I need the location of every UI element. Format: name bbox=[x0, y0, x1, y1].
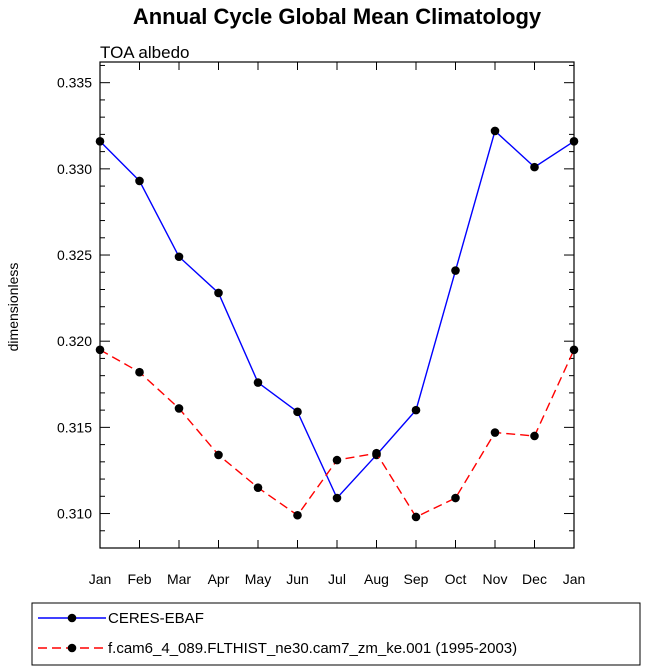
x-tick-label: Nov bbox=[483, 571, 508, 587]
x-tick-label: Jun bbox=[286, 571, 309, 587]
series-1-point bbox=[332, 493, 342, 503]
y-tick-label: 0.330 bbox=[57, 161, 92, 177]
series-2-point bbox=[451, 493, 460, 503]
y-axis-ticks: 0.310 0.315 0.320 0.325 0.330 0.335 bbox=[57, 64, 574, 532]
y-tick-label: 0.325 bbox=[57, 247, 92, 263]
series-1-point bbox=[411, 405, 421, 415]
x-tick-label: Jul bbox=[328, 571, 346, 587]
series-2-point bbox=[530, 431, 539, 441]
legend-marker-1 bbox=[67, 613, 77, 623]
series-2-point bbox=[214, 450, 223, 460]
x-axis-ticks: Jan Feb Mar Apr May Jun Jul Aug Sep Oct Nov Dec Jan bbox=[89, 62, 586, 587]
series-2-point bbox=[95, 345, 105, 355]
series-1-point bbox=[214, 288, 223, 298]
chart-title: Annual Cycle Global Mean Climatology bbox=[133, 4, 542, 29]
series-2-point bbox=[372, 448, 381, 458]
x-tick-label: Dec bbox=[522, 571, 547, 587]
series-line-2 bbox=[99, 349, 575, 518]
series-2-point bbox=[569, 345, 579, 355]
y-tick-label: 0.320 bbox=[57, 333, 92, 349]
series-2-point bbox=[174, 404, 184, 413]
series-2-point bbox=[411, 512, 421, 522]
x-tick-label: Aug bbox=[364, 571, 389, 587]
series-line-1 bbox=[99, 129, 575, 500]
x-tick-label: Sep bbox=[404, 571, 429, 587]
legend-marker-2 bbox=[67, 643, 77, 653]
legend-box bbox=[31, 602, 641, 666]
x-tick-label: Feb bbox=[127, 571, 151, 587]
series-1-point bbox=[174, 252, 184, 262]
series-2-point bbox=[293, 510, 302, 520]
x-tick-label: Jan bbox=[89, 571, 112, 587]
legend: CERES-EBAF f.cam6_4_089.FLTHIST_ne30.cam7… bbox=[38, 610, 517, 657]
series-1-point bbox=[490, 126, 500, 136]
series-1-point bbox=[135, 176, 144, 186]
series-2-point bbox=[135, 367, 144, 377]
series-1-point bbox=[530, 162, 539, 172]
plot-frame bbox=[99, 61, 575, 549]
x-tick-label: May bbox=[245, 571, 271, 587]
series-2-point bbox=[490, 428, 500, 437]
legend-label-1: CERES-EBAF bbox=[108, 610, 204, 627]
series-1-point bbox=[293, 407, 302, 417]
series-1-point bbox=[253, 378, 263, 387]
x-tick-label: Apr bbox=[208, 571, 230, 587]
x-tick-label: Mar bbox=[167, 571, 191, 587]
series-1-point bbox=[569, 136, 579, 146]
x-tick-label: Jan bbox=[563, 571, 586, 587]
y-tick-label: 0.310 bbox=[57, 506, 92, 522]
series-1-point bbox=[451, 266, 460, 275]
x-tick-label: Oct bbox=[445, 571, 467, 587]
y-axis-label: dimensionless bbox=[5, 263, 21, 352]
y-tick-label: 0.335 bbox=[57, 75, 92, 91]
series-2-point bbox=[253, 483, 263, 492]
chart-subtitle: TOA albedo bbox=[100, 43, 189, 62]
y-tick-label: 0.315 bbox=[57, 419, 92, 435]
series-2-point bbox=[332, 455, 342, 465]
legend-label-2: f.cam6_4_089.FLTHIST_ne30.cam7_zm_ke.001… bbox=[108, 640, 517, 657]
series-layer bbox=[95, 126, 579, 522]
series-1-point bbox=[95, 136, 105, 146]
